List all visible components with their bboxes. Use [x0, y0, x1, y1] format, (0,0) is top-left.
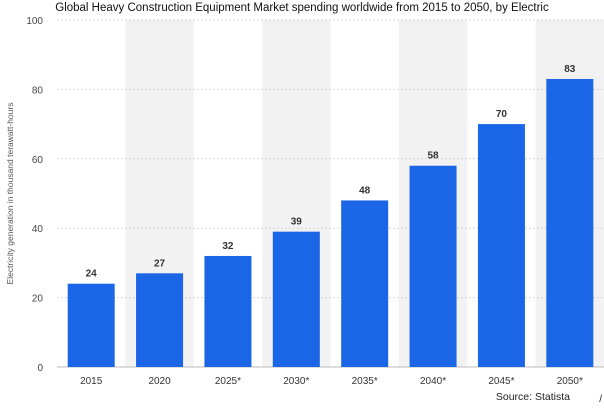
source-note: Source: Statista — [495, 391, 570, 403]
bar — [341, 200, 389, 367]
bar — [204, 255, 252, 367]
x-tick-label: 2020 — [148, 376, 171, 387]
x-tick-label: 2040* — [420, 376, 446, 387]
bars — [67, 78, 594, 368]
data-label: 32 — [222, 241, 234, 252]
y-tick-label: 0 — [37, 363, 43, 374]
x-axis-ticks: 2015 2020 2025* 2030* 2035* 2040* 2045* 2050* — [80, 376, 583, 387]
data-label: 24 — [86, 269, 98, 280]
x-tick-label: 2050* — [557, 376, 583, 387]
bar — [477, 124, 525, 367]
bar — [67, 283, 115, 367]
y-axis-ticks: 0 20 40 60 80 100 — [26, 16, 43, 374]
bar — [136, 273, 184, 367]
corner-mark: / — [599, 394, 602, 405]
data-label: 27 — [154, 258, 166, 269]
data-label: 83 — [564, 64, 576, 75]
x-tick-label: 2025* — [215, 376, 241, 387]
bar — [272, 231, 320, 367]
x-tick-label: 2030* — [283, 376, 309, 387]
data-label: 58 — [428, 151, 440, 162]
chart-title: Global Heavy Construction Equipment Mark… — [55, 2, 549, 14]
y-tick-label: 100 — [26, 16, 43, 27]
x-tick-label: 2045* — [488, 376, 514, 387]
bar — [546, 78, 594, 368]
value-labels: 24 27 32 39 48 58 70 83 — [86, 64, 576, 280]
data-label: 70 — [496, 109, 508, 120]
y-tick-label: 60 — [32, 155, 44, 166]
x-tick-label: 2015 — [80, 376, 103, 387]
bar — [409, 165, 457, 367]
x-tick-label: 2035* — [352, 376, 378, 387]
data-label: 39 — [291, 217, 303, 228]
y-tick-label: 20 — [32, 294, 44, 305]
data-label: 48 — [359, 185, 371, 196]
y-tick-label: 40 — [32, 224, 44, 235]
y-tick-label: 80 — [32, 85, 44, 96]
y-axis-label: Electricity generation in thousand teraw… — [5, 103, 15, 285]
